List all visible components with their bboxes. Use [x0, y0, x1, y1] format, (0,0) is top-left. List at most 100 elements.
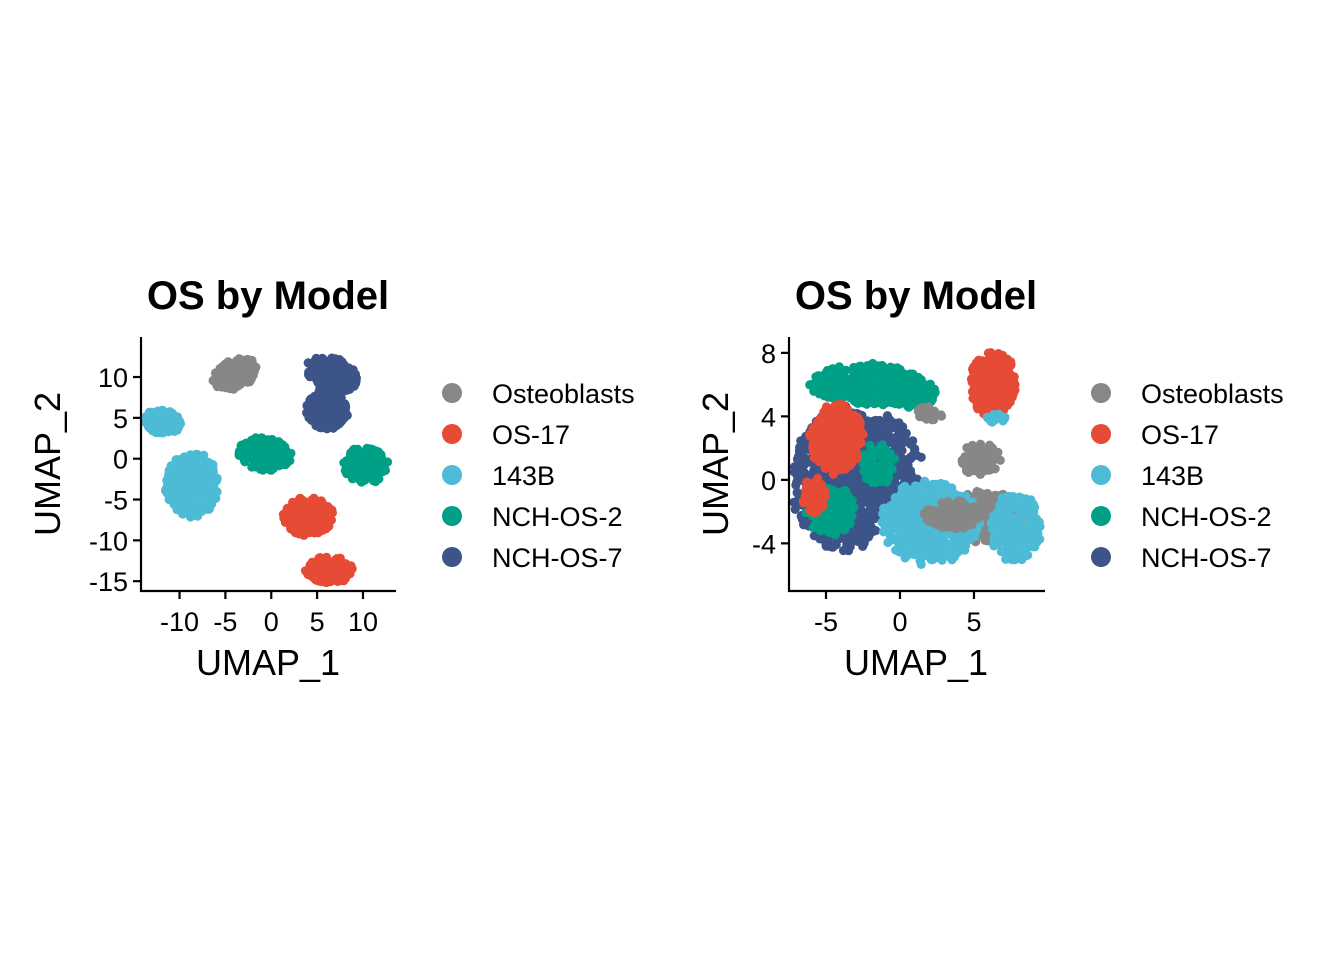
point-nch-os-2: [252, 440, 262, 450]
point-osteoblasts: [968, 465, 978, 475]
point-nch-os-2: [267, 444, 277, 455]
point-nch-os-7: [332, 365, 342, 375]
point-nch-os-7: [331, 393, 341, 403]
point-nch-os-7: [879, 491, 889, 501]
point-nch-os-2: [884, 451, 894, 461]
legend-marker: [442, 506, 462, 526]
point-nch-os-2: [371, 475, 381, 485]
point-osteoblasts: [984, 459, 995, 469]
point-osteoblasts: [232, 373, 242, 383]
point-143b: [170, 486, 180, 496]
point-os-17: [842, 428, 852, 438]
x-tick-label: 5: [310, 607, 325, 637]
point-143b: [181, 494, 191, 504]
point-nch-os-2: [347, 472, 357, 482]
point-nch-os-2: [269, 453, 279, 463]
point-os-17: [305, 503, 315, 513]
point-os-17: [325, 510, 335, 520]
point-nch-os-7: [863, 532, 874, 542]
point-nch-os-2: [888, 393, 898, 403]
point-143b: [196, 493, 206, 503]
point-nch-os-2: [245, 443, 255, 453]
panel-right: OS by Model -5 0 5 840-4 UMAP_1 UMAP_2 Ost…: [695, 274, 1284, 683]
point-nch-os-7: [853, 536, 863, 547]
point-nch-os-2: [858, 385, 868, 395]
point-os-17: [807, 497, 817, 507]
point-os-17: [826, 450, 836, 460]
point-nch-os-7: [347, 374, 357, 384]
point-osteoblasts: [970, 449, 980, 459]
legend-label: Osteoblasts: [492, 379, 635, 409]
y-axis-label: UMAP_2: [27, 392, 68, 536]
point-143b: [186, 503, 196, 513]
point-143b: [199, 503, 210, 513]
point-os-17: [301, 566, 311, 576]
point-nch-os-7: [789, 497, 799, 507]
point-143b: [142, 412, 152, 422]
x-tick-label: 10: [348, 607, 378, 637]
point-os-17: [845, 461, 855, 471]
point-nch-os-7: [799, 520, 809, 530]
legend-label: NCH-OS-2: [492, 502, 623, 532]
point-os-17: [312, 574, 322, 584]
point-nch-os-2: [817, 521, 827, 532]
plot-area: [789, 348, 1045, 570]
point-nch-os-7: [303, 402, 313, 412]
point-nch-os-2: [814, 373, 824, 383]
point-143b: [158, 408, 168, 418]
point-143b: [150, 408, 160, 418]
point-nch-os-7: [906, 454, 916, 464]
point-os-17: [812, 445, 822, 455]
point-nch-os-2: [371, 466, 381, 476]
point-os-17: [990, 375, 1000, 385]
x-ticks: -10 -5 0 5 10: [160, 591, 378, 637]
y-tick-label: 10: [98, 363, 128, 393]
point-os-17: [331, 557, 341, 567]
point-os-17: [320, 574, 330, 584]
point-os-17: [315, 560, 325, 570]
point-os-17: [314, 553, 324, 563]
point-nch-os-7: [321, 375, 332, 385]
point-nch-os-2: [929, 384, 940, 394]
point-143b: [189, 491, 199, 501]
point-nch-os-7: [883, 427, 893, 437]
point-143b: [162, 475, 172, 486]
point-os-17: [836, 399, 846, 409]
point-nch-os-2: [840, 385, 851, 396]
point-os-17: [814, 437, 825, 447]
point-nch-os-2: [353, 456, 363, 466]
point-os-17: [800, 491, 810, 501]
point-os-17: [818, 501, 828, 511]
point-nch-os-7: [800, 453, 810, 463]
point-os-17: [835, 409, 845, 419]
point-nch-os-2: [834, 368, 844, 378]
point-nch-os-2: [366, 452, 376, 462]
point-nch-os-7: [322, 397, 332, 407]
point-osteoblasts: [919, 407, 929, 417]
point-nch-os-7: [327, 416, 337, 426]
point-nch-os-2: [897, 389, 907, 399]
point-143b: [193, 469, 203, 479]
point-os-17: [827, 462, 837, 472]
point-nch-os-7: [866, 497, 876, 507]
legend-marker: [442, 383, 462, 403]
point-nch-os-7: [815, 534, 825, 544]
point-nch-os-7: [309, 362, 319, 372]
legend-label: 143B: [492, 461, 555, 491]
point-os-17: [849, 412, 859, 423]
point-nch-os-2: [876, 471, 886, 481]
point-143b: [172, 412, 183, 422]
point-nch-os-2: [356, 464, 366, 474]
x-tick-label: 0: [264, 607, 279, 637]
point-os-17: [814, 490, 824, 500]
point-os-17: [311, 567, 321, 577]
point-143b: [193, 480, 203, 490]
y-tick-label: -10: [89, 526, 128, 556]
point-os-17: [297, 521, 307, 532]
point-143b: [203, 473, 214, 483]
point-143b: [207, 491, 217, 501]
point-osteoblasts: [216, 368, 226, 378]
point-os-17: [290, 507, 300, 517]
x-tick-label: -5: [213, 607, 237, 637]
point-os-17: [976, 398, 986, 408]
